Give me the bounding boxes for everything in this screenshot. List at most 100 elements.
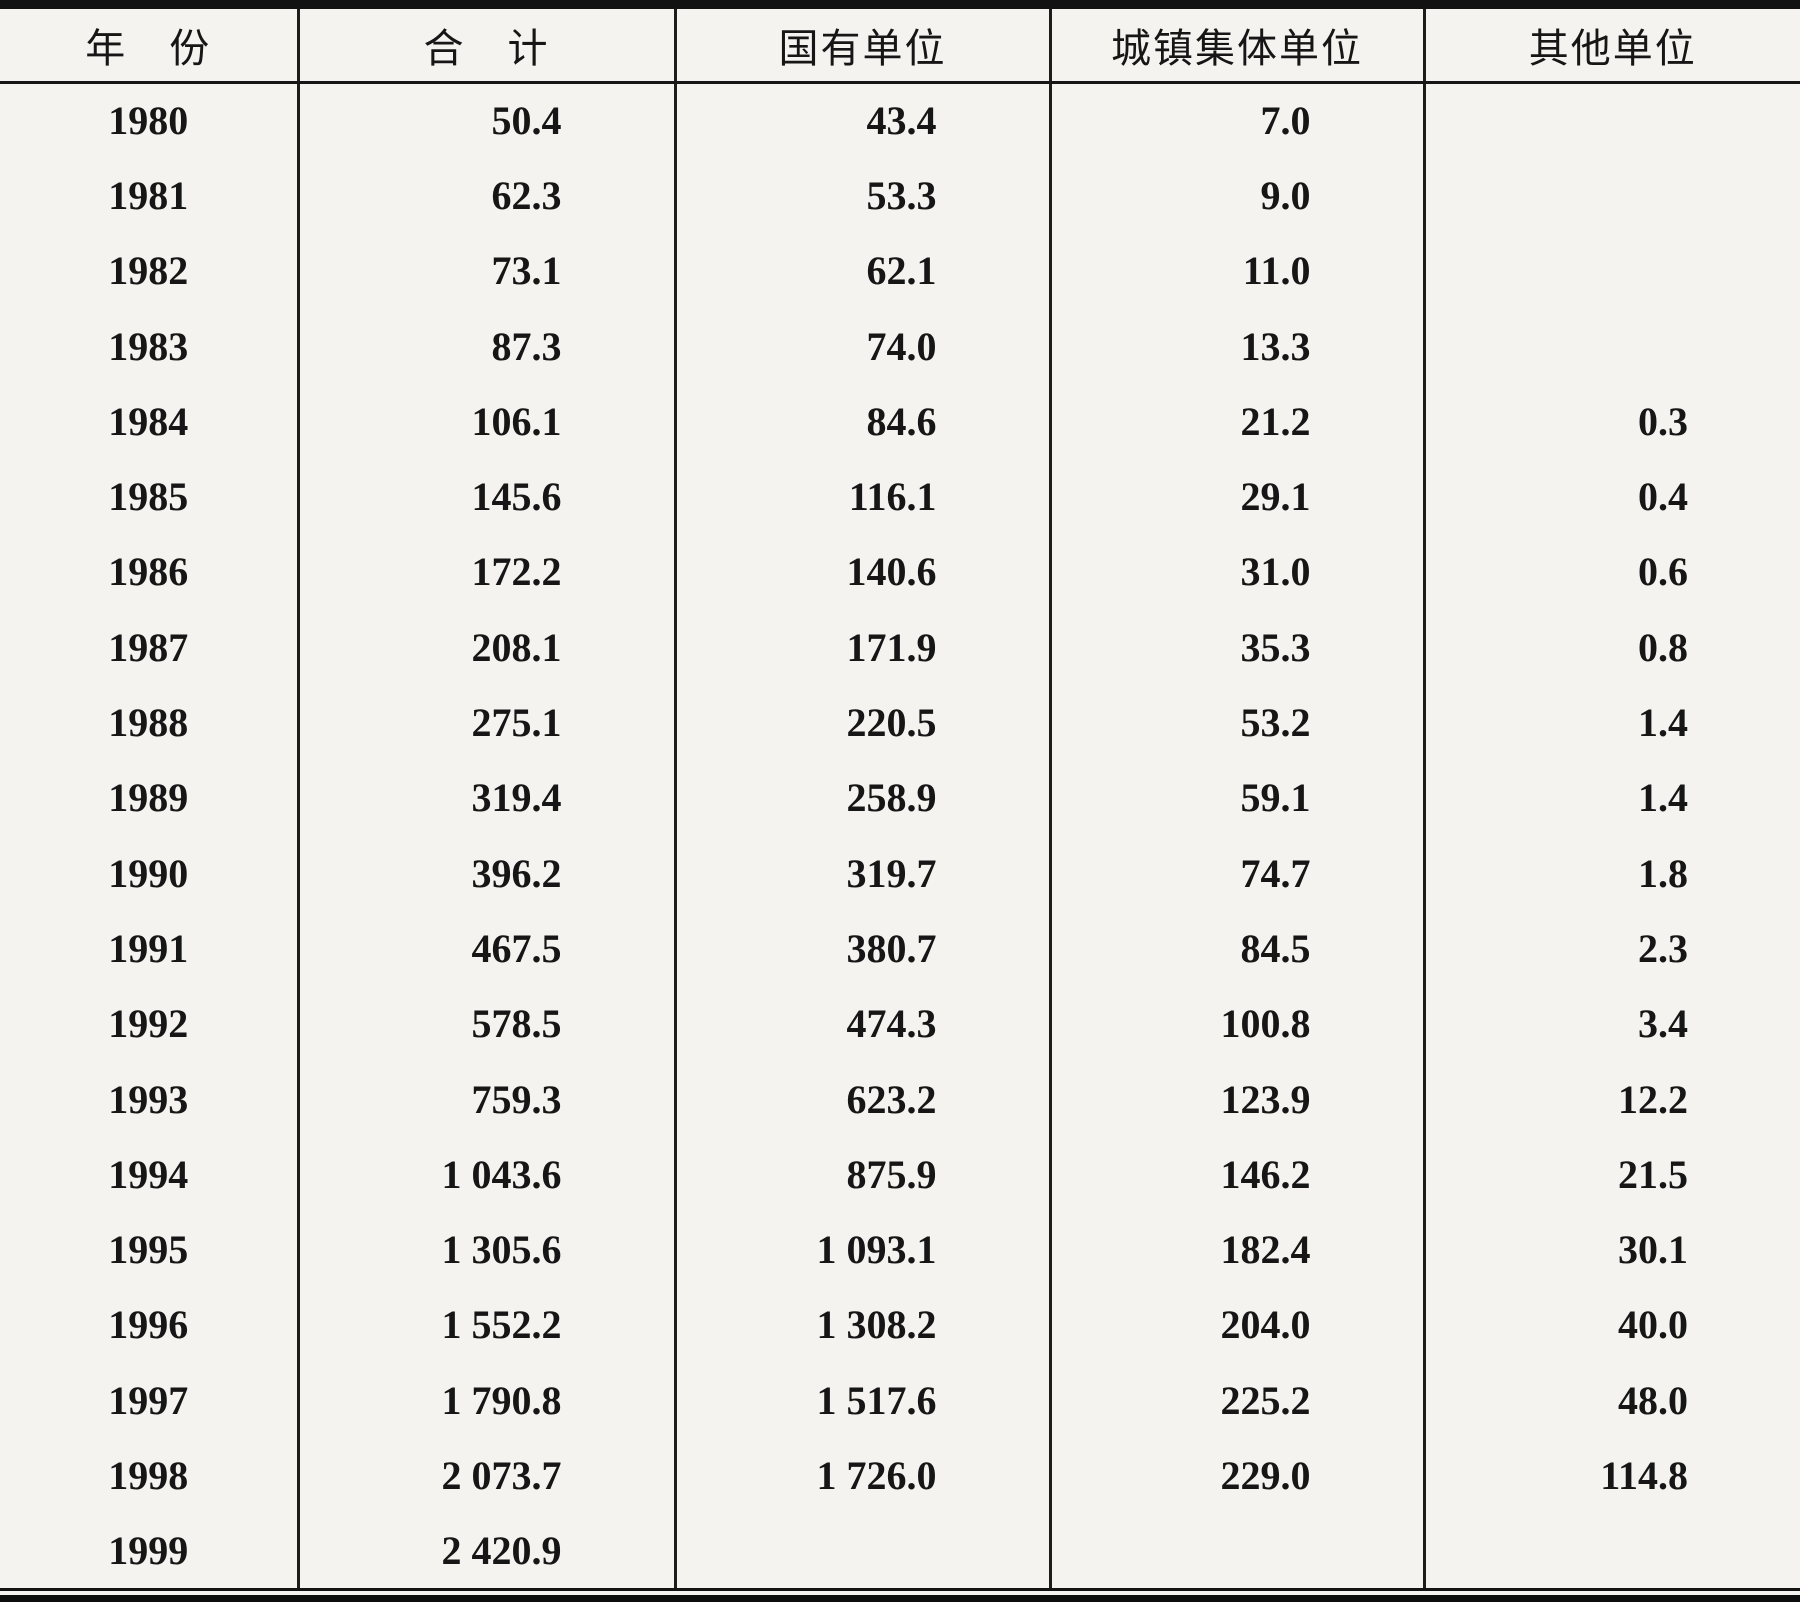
table-row: 1984 106.1 84.6 21.2 0.3 [0,383,1800,459]
value-cell: 220.5 [675,684,1052,761]
column-header-other: 其他单位 [1424,4,1800,84]
table-row: 1986 172.2 140.6 31.0 0.6 [0,534,1800,610]
column-header-year: 年 份 [0,4,300,84]
value-cell: 258.9 [675,760,1052,836]
year-cell: 1993 [0,1061,300,1137]
table-header-row: 年 份 合 计 国有单位 城镇集体单位 其他单位 [0,4,1800,84]
value-cell: 1.8 [1638,850,1688,896]
value-cell: 1 305.6 [298,1211,677,1288]
value-cell: 74.0 [675,308,1052,384]
value-cell: 225.2 [1050,1362,1426,1438]
value-cell: 74.7 [1050,835,1426,911]
value-cell: 1.4 [1638,700,1688,746]
value-cell: 84.5 [1050,910,1426,987]
table-row: 1991 467.5 380.7 84.5 2.3 [0,910,1800,987]
table-row: 1993 759.3 623.2 123.9 12.2 [0,1061,1800,1137]
value-cell [1424,83,1800,158]
year-cell: 1986 [0,534,300,610]
value-cell: 7.0 [1050,82,1426,158]
year-cell: 1992 [0,986,300,1062]
year-cell: 1984 [0,383,300,459]
value-cell: 29.1 [1050,458,1426,535]
value-cell: 0.6 [1638,549,1688,595]
value-cell: 53.2 [1050,684,1426,761]
value-cell: 380.7 [675,910,1052,987]
value-cell: 396.2 [298,835,677,911]
bottom-rule-thin [0,1588,1800,1591]
table-row: 1996 1 552.2 1 308.2 204.0 40.0 [0,1287,1800,1363]
value-cell: 13.3 [1050,308,1426,384]
value-cell: 146.2 [1050,1136,1426,1212]
value-cell: 11.0 [1050,233,1426,309]
table-row: 1988 275.1 220.5 53.2 1.4 [0,684,1800,761]
value-cell: 208.1 [298,609,677,685]
table-row: 1992 578.5 474.3 100.8 3.4 [0,986,1800,1062]
value-cell [1424,158,1800,233]
value-cell: 140.6 [675,534,1052,610]
year-cell: 1989 [0,760,300,836]
value-cell: 114.8 [1600,1452,1688,1498]
value-cell: 0.4 [1638,474,1688,520]
value-cell: 9.0 [1050,157,1426,234]
year-cell: 1988 [0,684,300,761]
table-row: 1987 208.1 171.9 35.3 0.8 [0,609,1800,685]
value-cell: 467.5 [298,910,677,987]
year-cell: 1990 [0,835,300,911]
year-cell: 1981 [0,157,300,234]
year-cell: 1980 [0,82,300,158]
value-cell: 1.4 [1638,775,1688,821]
table-row: 1989 319.4 258.9 59.1 1.4 [0,760,1800,836]
table-body: 1980 50.4 43.4 7.0 1981 62.3 53.3 9.0 1982 73.1 62… [0,82,1800,1589]
value-cell [1424,1513,1800,1588]
value-cell: 875.9 [675,1136,1052,1212]
table-row: 1983 87.3 74.0 13.3 [0,308,1800,384]
table-row: 1990 396.2 319.7 74.7 1.8 [0,835,1800,911]
value-cell: 43.4 [675,82,1052,158]
year-cell: 1999 [0,1513,300,1589]
value-cell: 759.3 [298,1061,677,1137]
value-cell: 84.6 [675,383,1052,459]
year-cell: 1982 [0,233,300,309]
value-cell: 1 790.8 [298,1362,677,1438]
value-cell: 204.0 [1050,1287,1426,1363]
value-cell [1050,1513,1426,1589]
column-header-total: 合 计 [298,4,677,84]
value-cell: 145.6 [298,458,677,535]
year-cell: 1998 [0,1437,300,1514]
value-cell: 275.1 [298,684,677,761]
value-cell: 229.0 [1050,1437,1426,1514]
column-header-collective: 城镇集体单位 [1050,4,1426,84]
value-cell: 21.2 [1050,383,1426,459]
table-row: 1980 50.4 43.4 7.0 [0,82,1800,158]
column-header-state: 国有单位 [675,4,1052,84]
bottom-rule-thick [0,1595,1800,1602]
table-row: 1997 1 790.8 1 517.6 225.2 48.0 [0,1362,1800,1438]
value-cell: 182.4 [1050,1211,1426,1288]
year-cell: 1994 [0,1136,300,1212]
table-row: 1994 1 043.6 875.9 146.2 21.5 [0,1136,1800,1212]
value-cell: 2 073.7 [298,1437,677,1514]
value-cell: 319.4 [298,760,677,836]
value-cell: 474.3 [675,986,1052,1062]
value-cell: 50.4 [298,82,677,158]
value-cell: 1 308.2 [675,1287,1052,1363]
value-cell: 116.1 [675,458,1052,535]
value-cell: 12.2 [1618,1076,1688,1122]
value-cell: 0.8 [1638,624,1688,670]
value-cell: 62.1 [675,233,1052,309]
value-cell: 30.1 [1618,1227,1688,1273]
value-cell: 1 043.6 [298,1136,677,1212]
value-cell: 73.1 [298,233,677,309]
value-cell: 59.1 [1050,760,1426,836]
value-cell: 623.2 [675,1061,1052,1137]
year-cell: 1987 [0,609,300,685]
value-cell: 319.7 [675,835,1052,911]
value-cell: 1 552.2 [298,1287,677,1363]
value-cell: 62.3 [298,157,677,234]
value-cell: 2.3 [1638,925,1688,971]
value-cell: 106.1 [298,383,677,459]
table-row: 1981 62.3 53.3 9.0 [0,157,1800,234]
year-cell: 1997 [0,1362,300,1438]
